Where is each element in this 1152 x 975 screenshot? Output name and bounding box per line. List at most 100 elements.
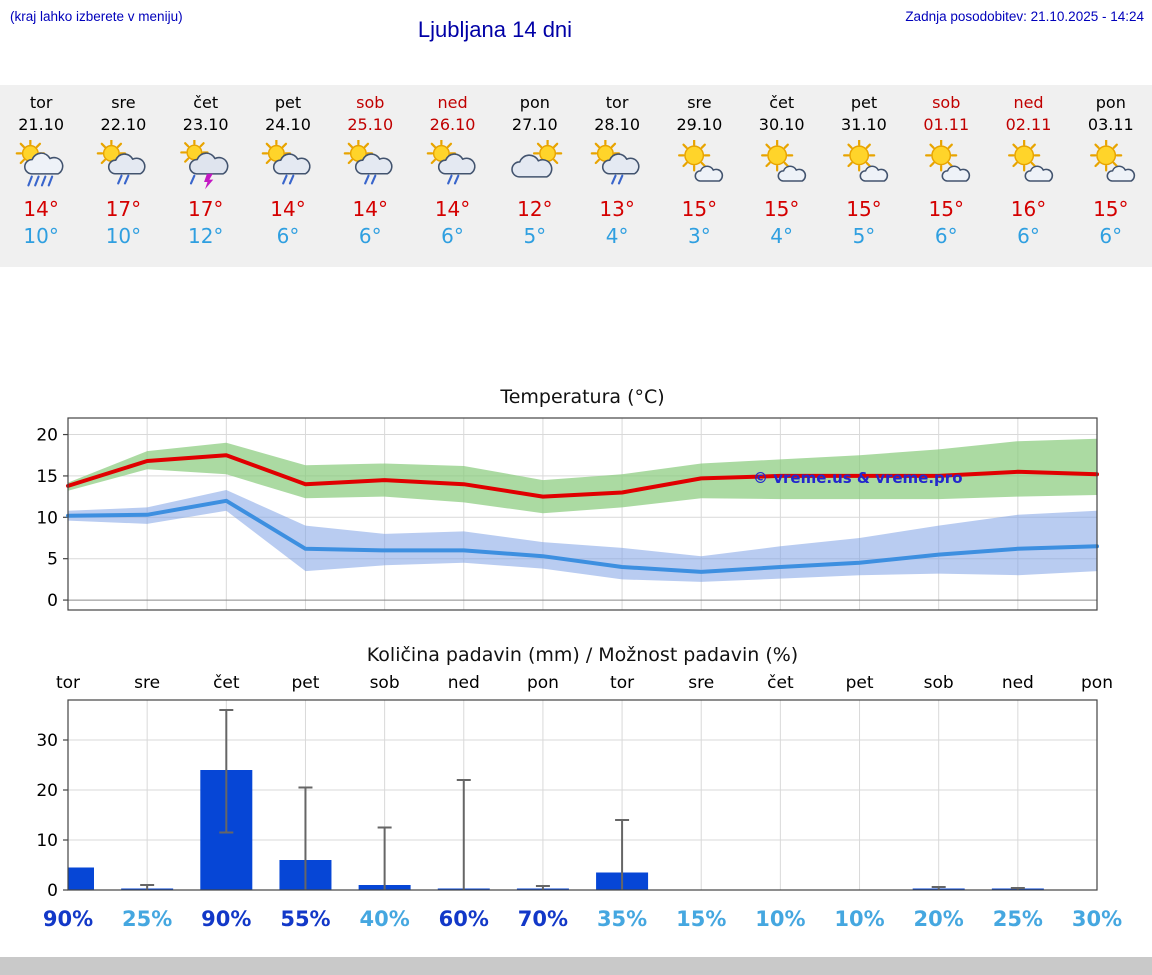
rain-streak	[288, 174, 295, 185]
sun-disc	[1013, 145, 1034, 166]
sun-cloud-showers-icon	[590, 140, 640, 185]
precipitation-chart-title: Količina padavin (mm) / Možnost padavin …	[366, 644, 799, 666]
temp-max-value: 15°	[846, 197, 882, 221]
cloud-shape	[272, 153, 311, 175]
sun-ray	[783, 161, 789, 168]
precip-probability-label: 40%	[359, 907, 409, 931]
plot-border	[67, 699, 1098, 891]
weather-icon-cell	[329, 136, 411, 196]
precipitation-chart: tor sre čet pet sob ned pon tor sre čet pet sob ned p…	[0, 668, 1152, 944]
precip-day-label: pon	[527, 673, 559, 693]
precip-probability-label: 30%	[1072, 907, 1122, 931]
precip-day-label: čet	[767, 673, 794, 693]
weather-icon-cell	[0, 136, 82, 196]
forecast-day-column: čet 23.10 17° 12°	[165, 85, 247, 267]
watermark-link[interactable]: © vreme.us & vreme.pro	[753, 469, 963, 487]
rain-streak	[282, 174, 288, 185]
y-tick-label: 10	[36, 831, 58, 851]
forecast-day-date: 22.10	[100, 115, 147, 134]
sun-ray	[183, 157, 189, 163]
weather-icon-cell	[411, 136, 493, 196]
precip-probability-label: 25%	[122, 907, 172, 931]
precip-day-label: tor	[56, 673, 80, 693]
forecast-day-column: sob 01.11 15° 6°	[905, 85, 987, 267]
sun-ray	[19, 158, 26, 165]
temp-max-value: 15°	[763, 197, 800, 221]
forecast-day-date: 31.10	[841, 115, 887, 134]
y-tick-label: 0	[47, 881, 58, 901]
weather-icon-cell	[165, 136, 247, 196]
sun-ray	[1030, 161, 1036, 168]
temp-min-value: 6°	[441, 224, 464, 248]
precip-probability-label: 10%	[834, 907, 884, 931]
min-temp-range-band	[68, 490, 1097, 582]
cloud-shape	[188, 152, 229, 175]
rain-streak	[124, 174, 130, 185]
forecast-strip: tor 21.10 14° 10° sre 22.10 17° 10° čet 23.10 17° 1…	[0, 85, 1152, 267]
sun-ray	[847, 161, 853, 168]
forecast-day-date: 25.10	[347, 115, 394, 134]
forecast-day-date: 03.11	[1087, 115, 1134, 134]
sun-ray	[947, 161, 954, 168]
sun-ray	[847, 143, 853, 149]
sun-ray	[19, 142, 26, 149]
temp-min-value: 10°	[105, 224, 142, 248]
forecast-day-column: ned 26.10 14° 6°	[411, 85, 493, 267]
weather-icon-cell	[576, 136, 658, 196]
sun-disc	[1096, 145, 1116, 166]
forecast-day-column: sre 22.10 17° 10°	[82, 85, 164, 267]
precip-day-label: sre	[688, 673, 714, 693]
sun-small-cloud-icon	[760, 140, 806, 182]
rain-streak	[453, 174, 459, 185]
cloud-shape	[1024, 165, 1053, 182]
forecast-day-date: 30.10	[758, 115, 805, 134]
sun-ray	[347, 158, 354, 165]
sun-cloud-showers-icon	[426, 140, 476, 185]
precip-day-label: sob	[924, 673, 954, 693]
forecast-day-date: 01.11	[923, 115, 970, 134]
sun-ray	[347, 142, 354, 149]
sun-ray	[364, 142, 370, 149]
precip-day-label: pet	[292, 673, 320, 693]
forecast-day-column: tor 21.10 14° 10°	[0, 85, 82, 267]
sun-ray	[682, 161, 689, 168]
sun-ray	[865, 143, 871, 149]
sun-small-cloud-icon	[1007, 140, 1053, 182]
rain-streak	[364, 174, 370, 185]
rain-streak	[189, 174, 196, 185]
weather-icon-cell	[905, 136, 987, 196]
max-temp-range-band	[68, 438, 1097, 514]
precip-day-label: ned	[1002, 673, 1034, 693]
temp-min-value: 6°	[358, 224, 382, 248]
temp-max-value: 14°	[352, 197, 388, 221]
sun-ray	[947, 143, 954, 149]
temp-max-value: 16°	[1010, 197, 1047, 221]
temp-max-value: 14°	[434, 197, 471, 221]
cloud-shape	[694, 165, 724, 182]
weather-icon-cell	[987, 136, 1069, 196]
sun-ray	[183, 142, 189, 148]
forecast-day-column: pon 03.11 15° 6°	[1070, 85, 1152, 267]
sun-ray	[430, 142, 436, 149]
weather-icon-cell	[494, 136, 576, 196]
forecast-day-name: sob	[932, 93, 961, 112]
forecast-day-column: pon 27.10 12° 5°	[494, 85, 576, 267]
cloud-shape	[24, 152, 64, 175]
forecast-day-date: 24.10	[265, 115, 311, 134]
sun-ray	[865, 161, 871, 168]
sun-disc	[931, 145, 952, 166]
sun-ray	[552, 158, 559, 165]
y-tick-label: 30	[36, 731, 58, 751]
precipitation-chart-svg: tor sre čet pet sob ned pon tor sre čet pet sob ned p…	[36, 673, 1122, 931]
sun-ray	[430, 158, 436, 165]
cloud-shape	[511, 154, 553, 178]
forecast-day-date: 02.11	[1005, 115, 1052, 134]
rain-streak	[41, 175, 47, 187]
forecast-day-column: ned 02.11 16° 6°	[987, 85, 1069, 267]
temperature-chart-title: Temperatura (°C)	[500, 386, 665, 408]
forecast-day-name: pet	[850, 93, 878, 112]
cloud-shape	[437, 153, 476, 175]
precip-probability-label: 90%	[201, 907, 251, 931]
weather-icon-cell	[247, 136, 329, 196]
temp-min-value: 4°	[770, 224, 794, 248]
